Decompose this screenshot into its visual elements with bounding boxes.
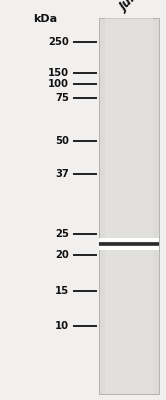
Text: 37: 37 (55, 169, 69, 179)
Text: 150: 150 (48, 68, 69, 78)
Bar (105, 18, 153, 394)
Text: 75: 75 (55, 93, 69, 103)
Text: 15: 15 (55, 286, 69, 296)
Text: 25: 25 (55, 229, 69, 239)
Bar (99, 18, 159, 394)
Text: 20: 20 (55, 250, 69, 260)
Text: kDa: kDa (33, 14, 57, 24)
Text: Jurkat: Jurkat (118, 0, 156, 14)
Text: 10: 10 (55, 321, 69, 331)
Text: 250: 250 (48, 37, 69, 47)
Bar (99, 242, 159, 246)
Text: 100: 100 (48, 79, 69, 89)
Text: 50: 50 (55, 136, 69, 146)
